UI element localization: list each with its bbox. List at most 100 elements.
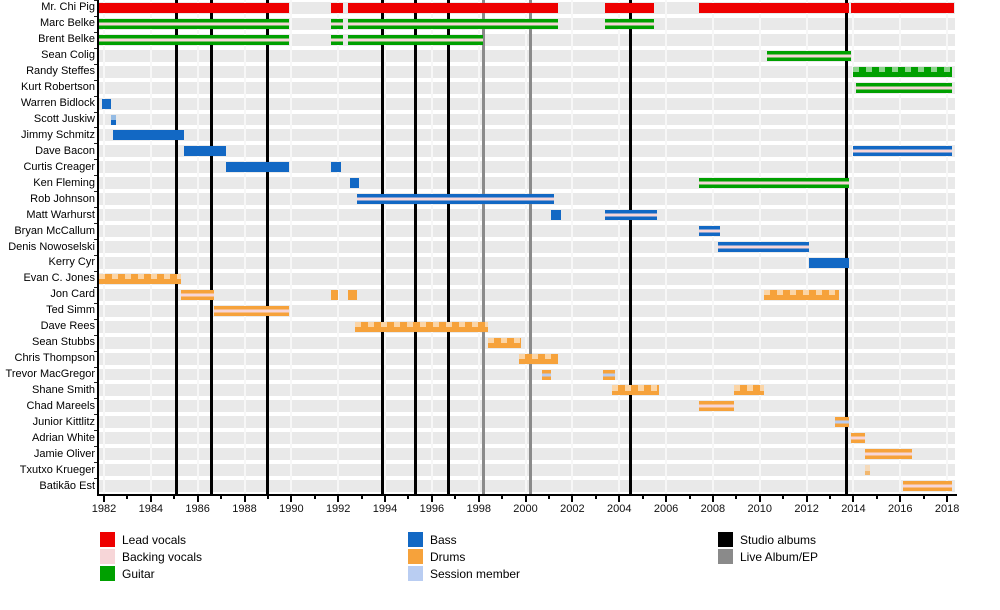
x-axis-tick-label: 2002: [560, 503, 585, 515]
timeline-bar: [488, 337, 521, 348]
legend-label: Session member: [430, 567, 521, 581]
year-gridline: [290, 0, 293, 494]
timeline-bar: [698, 401, 734, 412]
x-axis-tick-label: 1998: [466, 503, 491, 515]
member-row-background: [99, 400, 955, 413]
y-axis-row-tick: [94, 478, 97, 480]
x-axis-major-tick: [477, 496, 480, 502]
x-axis-major-tick: [290, 496, 293, 502]
timeline-bar: [808, 257, 849, 268]
x-axis-major-tick: [618, 496, 621, 502]
timeline-bar: [99, 34, 289, 45]
member-row-background: [99, 288, 955, 301]
timeline-bar: [214, 305, 289, 316]
member-row-background: [99, 225, 955, 238]
member-row-background: [99, 272, 955, 285]
timeline-bar: [733, 385, 765, 396]
timeline-bar: [113, 130, 184, 141]
y-axis-row-tick: [94, 286, 97, 288]
member-label: Bryan McCallum: [14, 224, 95, 237]
member-label: Warren Bidlock: [20, 97, 95, 110]
x-axis-tick-label: 1990: [279, 503, 304, 515]
bar-hatch-pattern: [518, 353, 559, 360]
member-label: Junior Kittlitz: [32, 415, 95, 428]
legend-label: Studio albums: [740, 533, 817, 547]
x-axis-major-tick: [196, 496, 199, 502]
legend-label: Backing vocals: [122, 550, 203, 564]
member-label: Ken Fleming: [33, 176, 95, 189]
legend-swatch: [100, 532, 115, 547]
member-label: Adrian White: [32, 431, 95, 444]
y-axis-row-tick: [94, 79, 97, 81]
x-axis-tick-label: 2014: [841, 503, 866, 515]
x-axis-tick-label: 2018: [934, 503, 960, 515]
member-label: Denis Nowoselski: [8, 240, 95, 253]
member-row-background: [99, 304, 955, 317]
timeline-bar: [698, 178, 849, 189]
timeline-bar: [347, 3, 559, 13]
x-axis-minor-tick: [594, 496, 597, 499]
year-gridline: [430, 0, 433, 494]
x-axis-major-tick: [758, 496, 761, 502]
member-label: Scott Juskiw: [33, 113, 95, 126]
timeline-bar: [331, 162, 341, 173]
bar-hatch-pattern: [612, 385, 660, 391]
member-row-background: [99, 432, 955, 445]
timeline-bar: [518, 353, 559, 364]
member-row-background: [99, 177, 955, 190]
y-axis-row-tick: [94, 0, 97, 1]
timeline-bar: [855, 82, 952, 93]
year-gridline: [477, 0, 480, 494]
x-axis-tick-label: 1988: [232, 503, 257, 515]
x-axis-minor-tick: [501, 496, 504, 499]
timeline-bar: [865, 465, 870, 476]
member-row-background: [99, 97, 955, 110]
legend-label: Drums: [430, 550, 466, 564]
member-label: Kurt Robertson: [21, 81, 95, 94]
member-row-background: [99, 384, 955, 397]
member-row-background: [99, 81, 955, 94]
x-axis-minor-tick: [782, 496, 785, 499]
y-axis-row-tick: [94, 191, 97, 193]
y-axis-row-tick: [94, 446, 97, 448]
y-axis-row-tick: [94, 127, 97, 129]
y-axis-row-tick: [94, 111, 97, 113]
y-axis-row-tick: [94, 350, 97, 352]
legend-swatch: [100, 566, 115, 581]
x-axis-major-tick: [430, 496, 433, 502]
member-label: Chad Mareels: [26, 399, 95, 412]
x-axis-minor-tick: [126, 496, 129, 499]
studio-album-line: [446, 0, 450, 494]
member-row-background: [99, 209, 955, 222]
member-label: Dave Bacon: [35, 144, 95, 157]
y-axis-row-tick: [94, 382, 97, 384]
legend-label: Bass: [430, 533, 457, 547]
member-label: Jon Card: [50, 288, 95, 301]
timeline-bar: [101, 98, 112, 109]
x-axis-minor-tick: [173, 496, 176, 499]
x-axis-tick-label: 2012: [794, 503, 819, 515]
member-label: Batikão Est: [39, 479, 95, 492]
member-label: Marc Belke: [39, 17, 95, 30]
timeline-bar: [605, 3, 655, 13]
x-axis-tick-label: 1996: [419, 503, 445, 515]
studio-album-line: [266, 0, 270, 494]
x-axis-major-tick: [571, 496, 574, 502]
timeline-bar: [331, 18, 343, 29]
y-axis-row-tick: [94, 175, 97, 177]
y-axis-row-tick: [94, 254, 97, 256]
member-row-background: [99, 129, 955, 142]
member-label: Chris Thompson: [14, 352, 96, 365]
x-axis-major-tick: [805, 496, 808, 502]
bar-hatch-pattern: [488, 337, 521, 344]
y-axis-row-tick: [94, 318, 97, 320]
x-axis-tick-label: 1986: [185, 503, 210, 515]
legend-swatch: [718, 549, 733, 564]
timeline-bar: [602, 369, 615, 380]
timeline-bar: [356, 194, 554, 205]
timeline-bar: [717, 242, 809, 253]
member-label: Evan C. Jones: [23, 272, 95, 285]
member-row-background: [99, 256, 955, 269]
